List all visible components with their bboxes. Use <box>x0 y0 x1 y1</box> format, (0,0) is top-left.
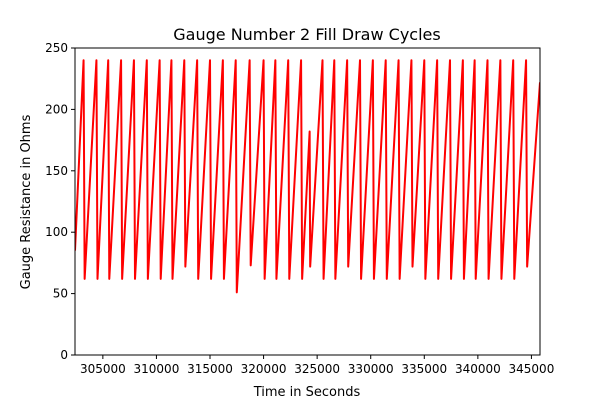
x-tick-label: 320000 <box>241 362 287 376</box>
y-tick-label: 200 <box>45 102 68 116</box>
plot-frame <box>74 47 541 356</box>
series-line-0 <box>75 59 540 294</box>
x-tick-label: 345000 <box>509 362 555 376</box>
x-tick-label: 315000 <box>187 362 233 376</box>
y-tick-label: 100 <box>45 225 68 239</box>
y-tick-label: 50 <box>53 287 68 301</box>
x-tick-label: 310000 <box>134 362 180 376</box>
x-axis: 305000 310000 315000 320000 325000 330000 3350… <box>80 355 554 376</box>
x-tick-label: 335000 <box>401 362 447 376</box>
x-tick-label: 330000 <box>348 362 394 376</box>
x-tick-label: 340000 <box>455 362 501 376</box>
chart-title: Gauge Number 2 Fill Draw Cycles <box>173 25 440 44</box>
y-tick-label: 250 <box>45 41 68 55</box>
y-tick-label: 150 <box>45 164 68 178</box>
y-axis-label: Gauge Resistance in Ohms <box>19 114 34 289</box>
y-axis: 0 50 100 150 200 250 <box>45 41 75 362</box>
x-tick-label: 305000 <box>80 362 126 376</box>
x-axis-label: Time in Seconds <box>253 385 361 400</box>
plot-area <box>74 47 541 356</box>
x-tick-label: 325000 <box>294 362 340 376</box>
y-tick-label: 0 <box>60 348 68 362</box>
